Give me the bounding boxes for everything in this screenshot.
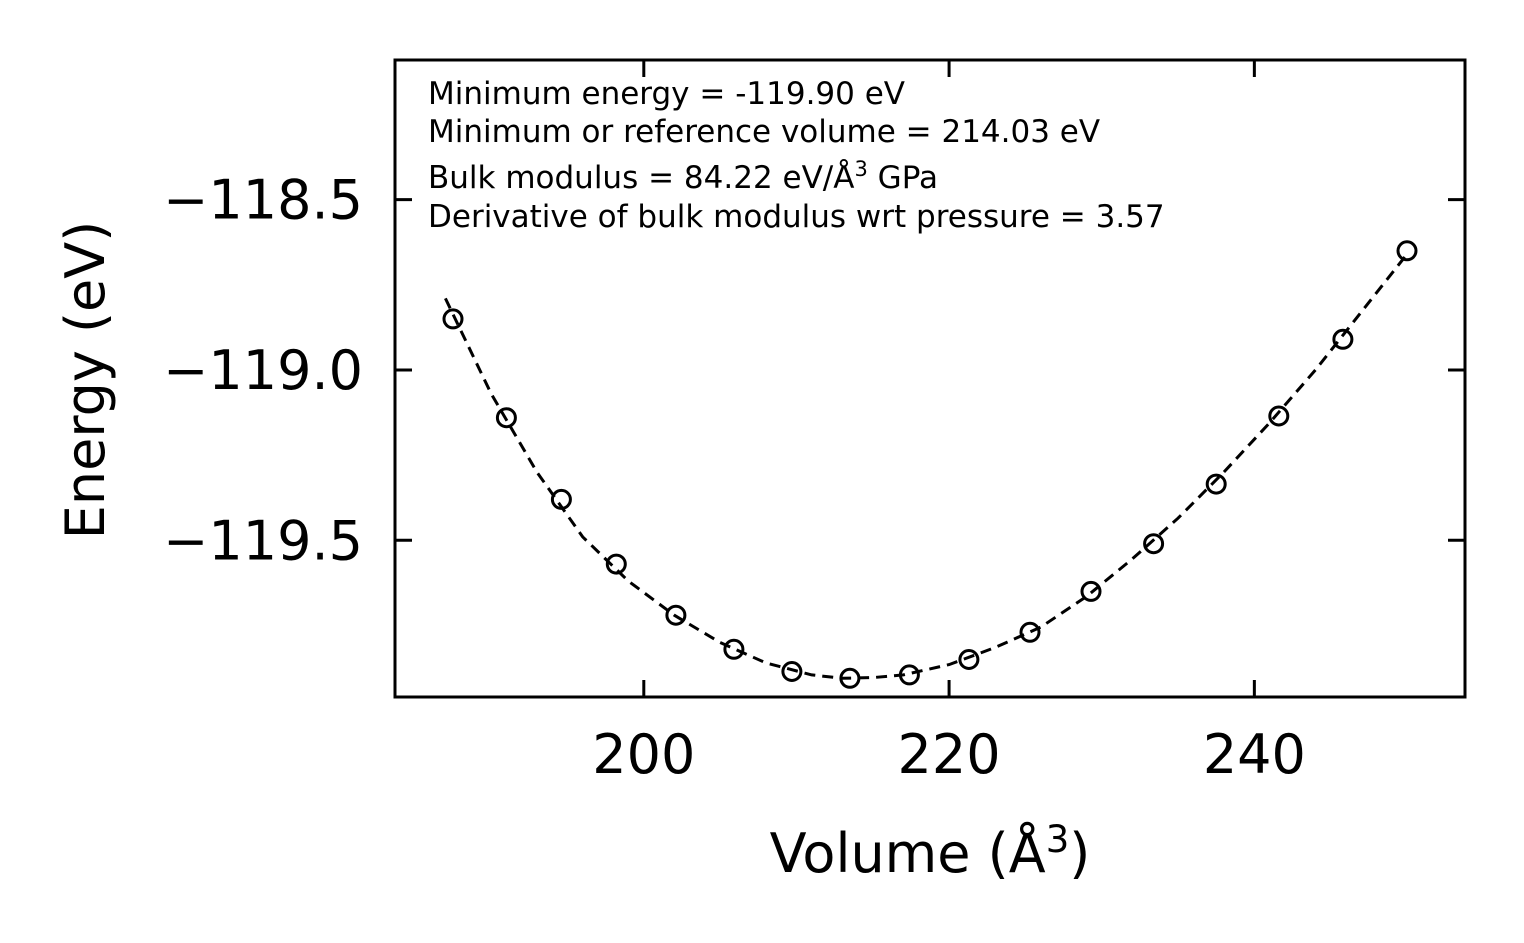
plot-frame	[393, 58, 1467, 699]
x-axis-label-sup: 3	[1046, 818, 1070, 861]
data-point	[1332, 328, 1354, 350]
data-point	[839, 667, 861, 689]
x-axis-label-end: )	[1069, 822, 1090, 885]
annotation-bulk-modulus-sup: 3	[854, 157, 867, 181]
data-point	[898, 664, 920, 686]
x-ticks: 200 220 240	[592, 60, 1306, 786]
x-tick-label: 240	[1203, 723, 1306, 786]
y-tick-label: −118.5	[163, 169, 363, 232]
data-point	[723, 638, 745, 660]
data-point	[1080, 580, 1102, 602]
data-point	[605, 553, 627, 575]
fit-curve-layer	[444, 253, 1409, 680]
data-point	[442, 308, 464, 330]
y-ticks: −118.5 −119.0 −119.5	[163, 169, 1465, 572]
data-point	[665, 604, 687, 626]
x-tick-label: 220	[898, 723, 1001, 786]
annotation-min-energy: Minimum energy = -119.90 eV	[428, 76, 905, 112]
data-points-layer	[442, 240, 1418, 689]
fit-curve	[444, 253, 1409, 680]
annotation-bulk-modulus-unit: GPa	[868, 160, 938, 196]
x-axis-label-text: Volume (Å	[770, 821, 1046, 885]
data-point	[495, 407, 517, 429]
annotation-bulk-derivative: Derivative of bulk modulus wrt pressure …	[428, 199, 1165, 235]
annotation-min-volume: Minimum or reference volume = 214.03 eV	[428, 114, 1100, 150]
data-point	[958, 649, 980, 670]
data-point	[550, 488, 572, 510]
x-axis-label: Volume (Å3)	[770, 818, 1091, 885]
y-axis-label: Energy (eV)	[54, 221, 117, 540]
data-point	[1205, 473, 1227, 495]
data-point	[1143, 533, 1165, 555]
data-point	[1019, 621, 1041, 643]
data-point	[1396, 240, 1418, 262]
y-tick-label: −119.5	[163, 509, 363, 572]
y-tick-label: −119.0	[163, 339, 363, 402]
annotation-bulk-modulus-text: Bulk modulus = 84.22 eV/Å	[428, 160, 854, 196]
annotation-bulk-modulus: Bulk modulus = 84.22 eV/Å3 GPa	[428, 157, 938, 196]
x-tick-label: 200	[592, 723, 695, 786]
data-point	[781, 661, 803, 682]
data-point	[1268, 405, 1290, 427]
